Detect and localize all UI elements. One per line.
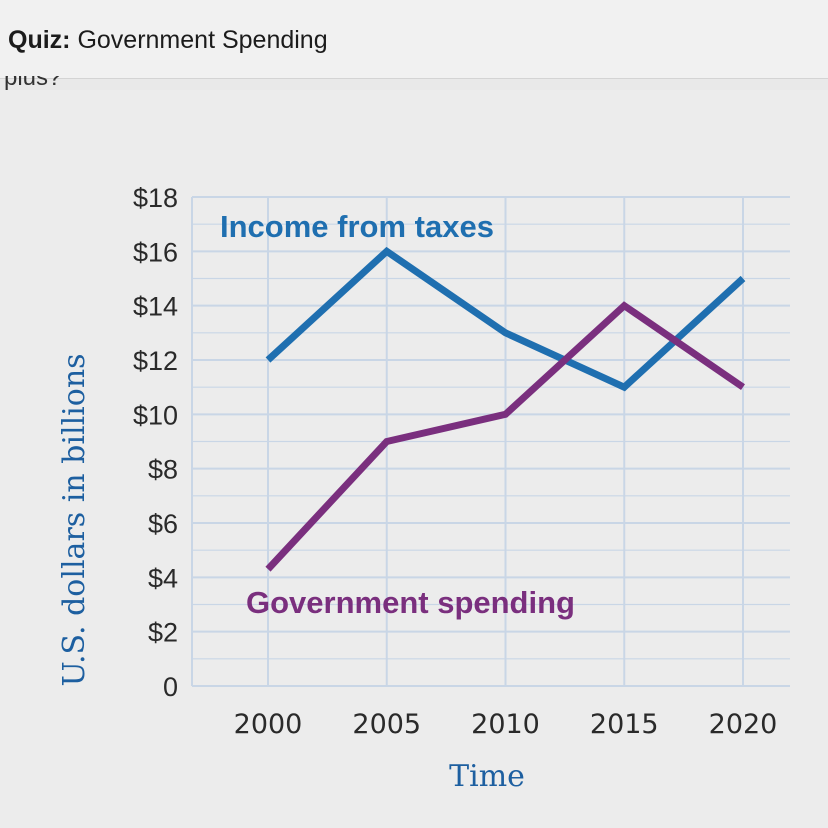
x-tick-label: 2000 <box>234 709 303 740</box>
x-tick-label: 2015 <box>590 709 659 740</box>
y-tick-label: $8 <box>148 455 178 485</box>
quiz-header: Quiz: Government Spending <box>0 0 828 79</box>
line-chart: $18 $16 $14 $12 $10 $8 $6 $4 $2 0 2000 2005 2010 201… <box>57 183 790 794</box>
y-tick-label: $14 <box>133 292 178 322</box>
y-axis-label: U.S. dollars in billions <box>57 353 92 686</box>
grid <box>191 196 790 687</box>
question-text-cutoff: plus? <box>0 76 120 90</box>
x-tick-label: 2005 <box>352 709 421 740</box>
series-lines <box>265 246 746 572</box>
y-tick-label: $4 <box>148 563 178 593</box>
x-tick-label: 2010 <box>471 709 540 740</box>
y-tick-label: $16 <box>133 237 178 267</box>
y-tick-labels: $18 $16 $14 $12 $10 $8 $6 $4 $2 0 <box>133 183 178 702</box>
y-tick-label: $10 <box>133 400 178 430</box>
quiz-label: Quiz: <box>8 26 71 54</box>
x-tick-labels: 2000 2005 2010 2015 2020 <box>234 709 778 740</box>
x-tick-label: 2020 <box>709 709 778 740</box>
spending-series-label: Government spending <box>246 585 575 620</box>
quiz-title: Quiz: Government Spending <box>8 26 328 55</box>
quiz-name: Government Spending <box>77 26 328 54</box>
income-from-taxes-line <box>265 246 746 392</box>
y-tick-label: $18 <box>133 183 178 213</box>
question-text-fragment: plus? <box>4 76 62 90</box>
income-series-label: Income from taxes <box>220 209 494 244</box>
chart-area: $18 $16 $14 $12 $10 $8 $6 $4 $2 0 2000 2005 2010 201… <box>0 90 828 828</box>
government-spending-line <box>265 301 745 572</box>
y-tick-label: $2 <box>148 618 178 648</box>
y-tick-label: 0 <box>163 672 178 702</box>
x-axis-label: Time <box>449 759 525 794</box>
y-tick-label: $12 <box>133 346 178 376</box>
y-tick-label: $6 <box>148 509 178 539</box>
